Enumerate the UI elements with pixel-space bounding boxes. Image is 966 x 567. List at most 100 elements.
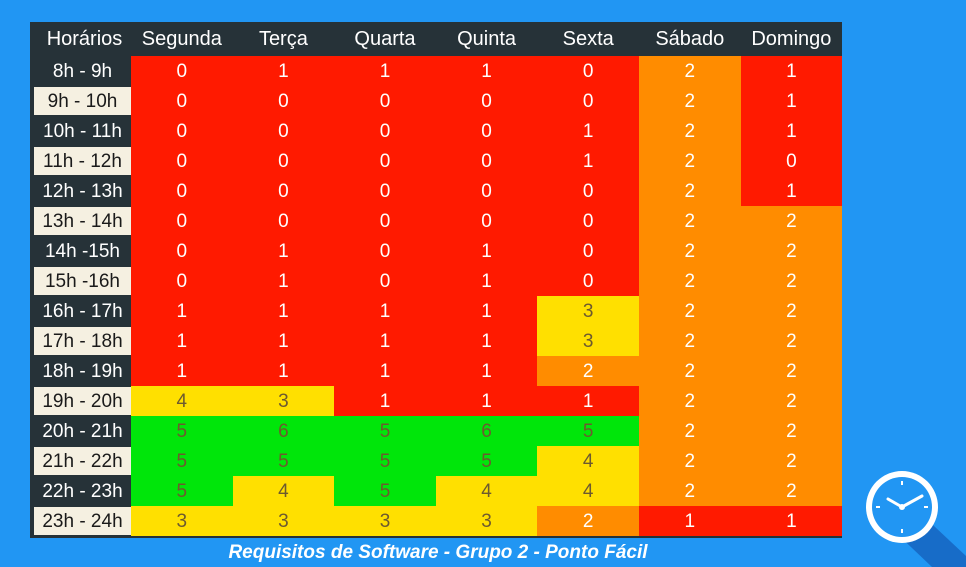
- heatmap-cell: 3: [232, 386, 335, 416]
- heatmap-cell: 0: [131, 176, 233, 206]
- heatmap-cell: 1: [232, 56, 335, 86]
- heatmap-cell: 0: [131, 56, 233, 86]
- heatmap-cell: 5: [537, 416, 639, 446]
- heatmap-cell: 4: [131, 386, 233, 416]
- row-label: 16h - 17h: [34, 297, 131, 325]
- row-label: 10h - 11h: [34, 117, 131, 145]
- heatmap-cell: 0: [131, 266, 233, 296]
- heatmap-cell: 2: [639, 476, 741, 506]
- heatmap-cell: 1: [334, 356, 436, 386]
- heatmap-cell: 3: [537, 296, 639, 326]
- heatmap-cell: 4: [537, 476, 639, 506]
- heatmap-cell: 0: [435, 116, 538, 146]
- heatmap-cell: 3: [537, 326, 639, 356]
- heatmap-cell: 0: [537, 176, 639, 206]
- heatmap-cell: 1: [740, 86, 843, 116]
- heatmap-cell: 0: [131, 206, 233, 236]
- heatmap-cell: 5: [232, 446, 335, 476]
- heatmap-cell: 0: [537, 86, 639, 116]
- heatmap-cell: 2: [639, 206, 741, 236]
- column-header: Domingo: [751, 28, 832, 50]
- heatmap-cell: 0: [232, 176, 335, 206]
- heatmap-cell: 4: [232, 476, 335, 506]
- heatmap-cell: 0: [232, 86, 335, 116]
- heatmap-cell: 2: [639, 146, 741, 176]
- row-label: 8h - 9h: [34, 57, 131, 85]
- row-label: 21h - 22h: [34, 447, 131, 475]
- heatmap-cell: 2: [740, 206, 843, 236]
- heatmap-cell: 6: [232, 416, 335, 446]
- heatmap-cell: 1: [435, 386, 538, 416]
- heatmap-cell: 1: [334, 296, 436, 326]
- heatmap-cell: 3: [334, 506, 436, 536]
- heatmap-cell: 1: [334, 326, 436, 356]
- heatmap-cell: 1: [131, 296, 233, 326]
- heatmap-cell: 1: [740, 56, 843, 86]
- heatmap-cell: 5: [334, 446, 436, 476]
- corner-header: Horários: [46, 28, 123, 50]
- column-header: Sexta: [562, 28, 614, 50]
- row-label: 15h -16h: [34, 267, 131, 295]
- heatmap-cell: 0: [334, 266, 436, 296]
- heatmap-cell: 1: [232, 266, 335, 296]
- heatmap-cell: 3: [232, 506, 335, 536]
- heatmap-cell: 5: [131, 476, 233, 506]
- heatmap-cell: 0: [232, 206, 335, 236]
- heatmap-cell: 1: [537, 116, 639, 146]
- column-header: Quarta: [354, 28, 416, 50]
- heatmap-cell: 4: [537, 446, 639, 476]
- heatmap-cell: 0: [537, 206, 639, 236]
- heatmap-cell: 2: [740, 356, 843, 386]
- heatmap-cell: 1: [435, 356, 538, 386]
- heatmap-cell: 1: [740, 116, 843, 146]
- heatmap-cell: 5: [131, 416, 233, 446]
- row-label: 12h - 13h: [34, 177, 131, 205]
- row-label: 9h - 10h: [34, 87, 131, 115]
- clock-icon: [862, 468, 966, 567]
- row-label: 11h - 12h: [34, 147, 131, 175]
- column-header: Sábado: [655, 28, 725, 50]
- heatmap-cell: 2: [639, 356, 741, 386]
- heatmap-cell: 2: [639, 266, 741, 296]
- heatmap-cell: 1: [537, 146, 639, 176]
- heatmap-cell: 1: [131, 326, 233, 356]
- row-label: 18h - 19h: [34, 357, 131, 385]
- heatmap-cell: 0: [537, 56, 639, 86]
- row-label: 20h - 21h: [34, 417, 131, 445]
- heatmap-cell: 0: [537, 236, 639, 266]
- row-label: 13h - 14h: [34, 207, 131, 235]
- heatmap-cell: 2: [639, 86, 741, 116]
- heatmap-cell: 2: [740, 266, 843, 296]
- heatmap-cell: 0: [435, 206, 538, 236]
- column-header: Quinta: [457, 28, 517, 50]
- heatmap-cell: 2: [639, 116, 741, 146]
- row-label: 19h - 20h: [34, 387, 131, 415]
- column-header: Segunda: [141, 28, 222, 50]
- heatmap-cell: 1: [334, 386, 436, 416]
- heatmap-cell: 2: [740, 416, 843, 446]
- heatmap-cell: 0: [334, 86, 436, 116]
- heatmap-cell: 2: [639, 416, 741, 446]
- row-label: 23h - 24h: [34, 507, 131, 535]
- heatmap-cell: 1: [740, 506, 843, 536]
- heatmap-cell: 0: [131, 86, 233, 116]
- heatmap-cell: 0: [435, 146, 538, 176]
- heatmap-cell: 2: [740, 386, 843, 416]
- heatmap-cell: 2: [740, 476, 843, 506]
- heatmap-cell: 0: [435, 86, 538, 116]
- heatmap-cell: 1: [232, 326, 335, 356]
- heatmap-cell: 1: [435, 266, 538, 296]
- heatmap-cell: 0: [334, 236, 436, 266]
- column-header: Terça: [258, 28, 308, 50]
- heatmap-cell: 0: [334, 206, 436, 236]
- heatmap-cell: 2: [740, 326, 843, 356]
- heatmap-cell: 5: [334, 416, 436, 446]
- heatmap-cell: 2: [639, 236, 741, 266]
- heatmap-cell: 2: [537, 506, 639, 536]
- heatmap-cell: 0: [334, 116, 436, 146]
- heatmap-cell: 6: [435, 416, 538, 446]
- heatmap-cell: 2: [740, 296, 843, 326]
- heatmap-cell: 5: [131, 446, 233, 476]
- heatmap-cell: 2: [740, 236, 843, 266]
- heatmap-cell: 3: [435, 506, 538, 536]
